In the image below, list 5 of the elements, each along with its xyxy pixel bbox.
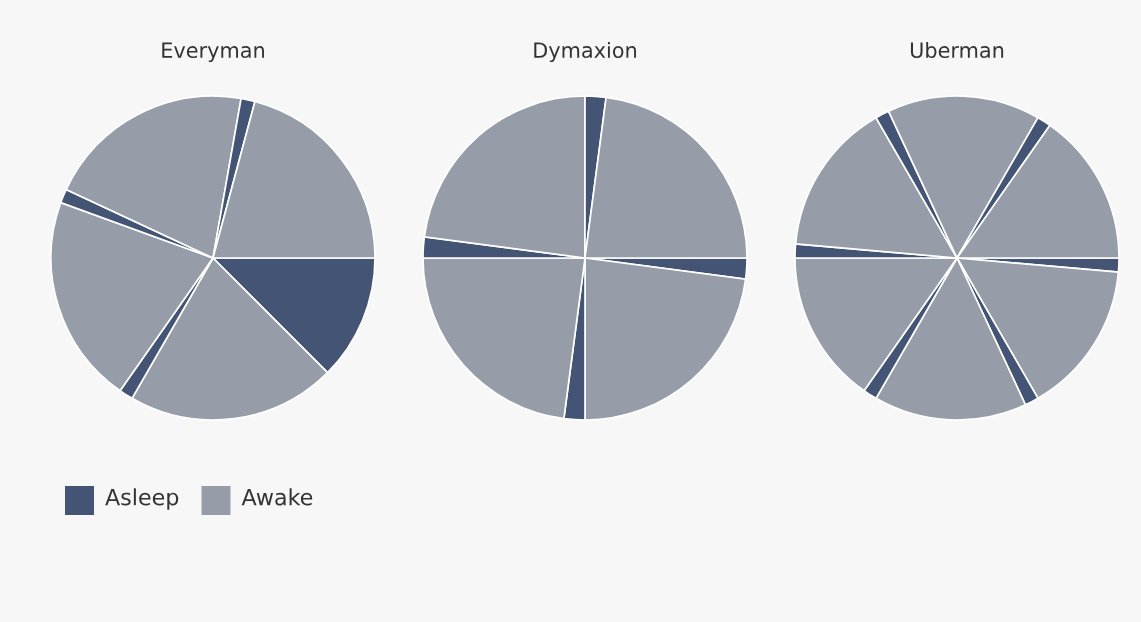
chart-title: Everyman bbox=[162, 42, 264, 63]
text: Asleep bbox=[105, 488, 179, 510]
text: Awake bbox=[241, 488, 313, 506]
chart-title: Dymaxion bbox=[534, 41, 636, 63]
chart-title: Uberman bbox=[910, 41, 1004, 59]
